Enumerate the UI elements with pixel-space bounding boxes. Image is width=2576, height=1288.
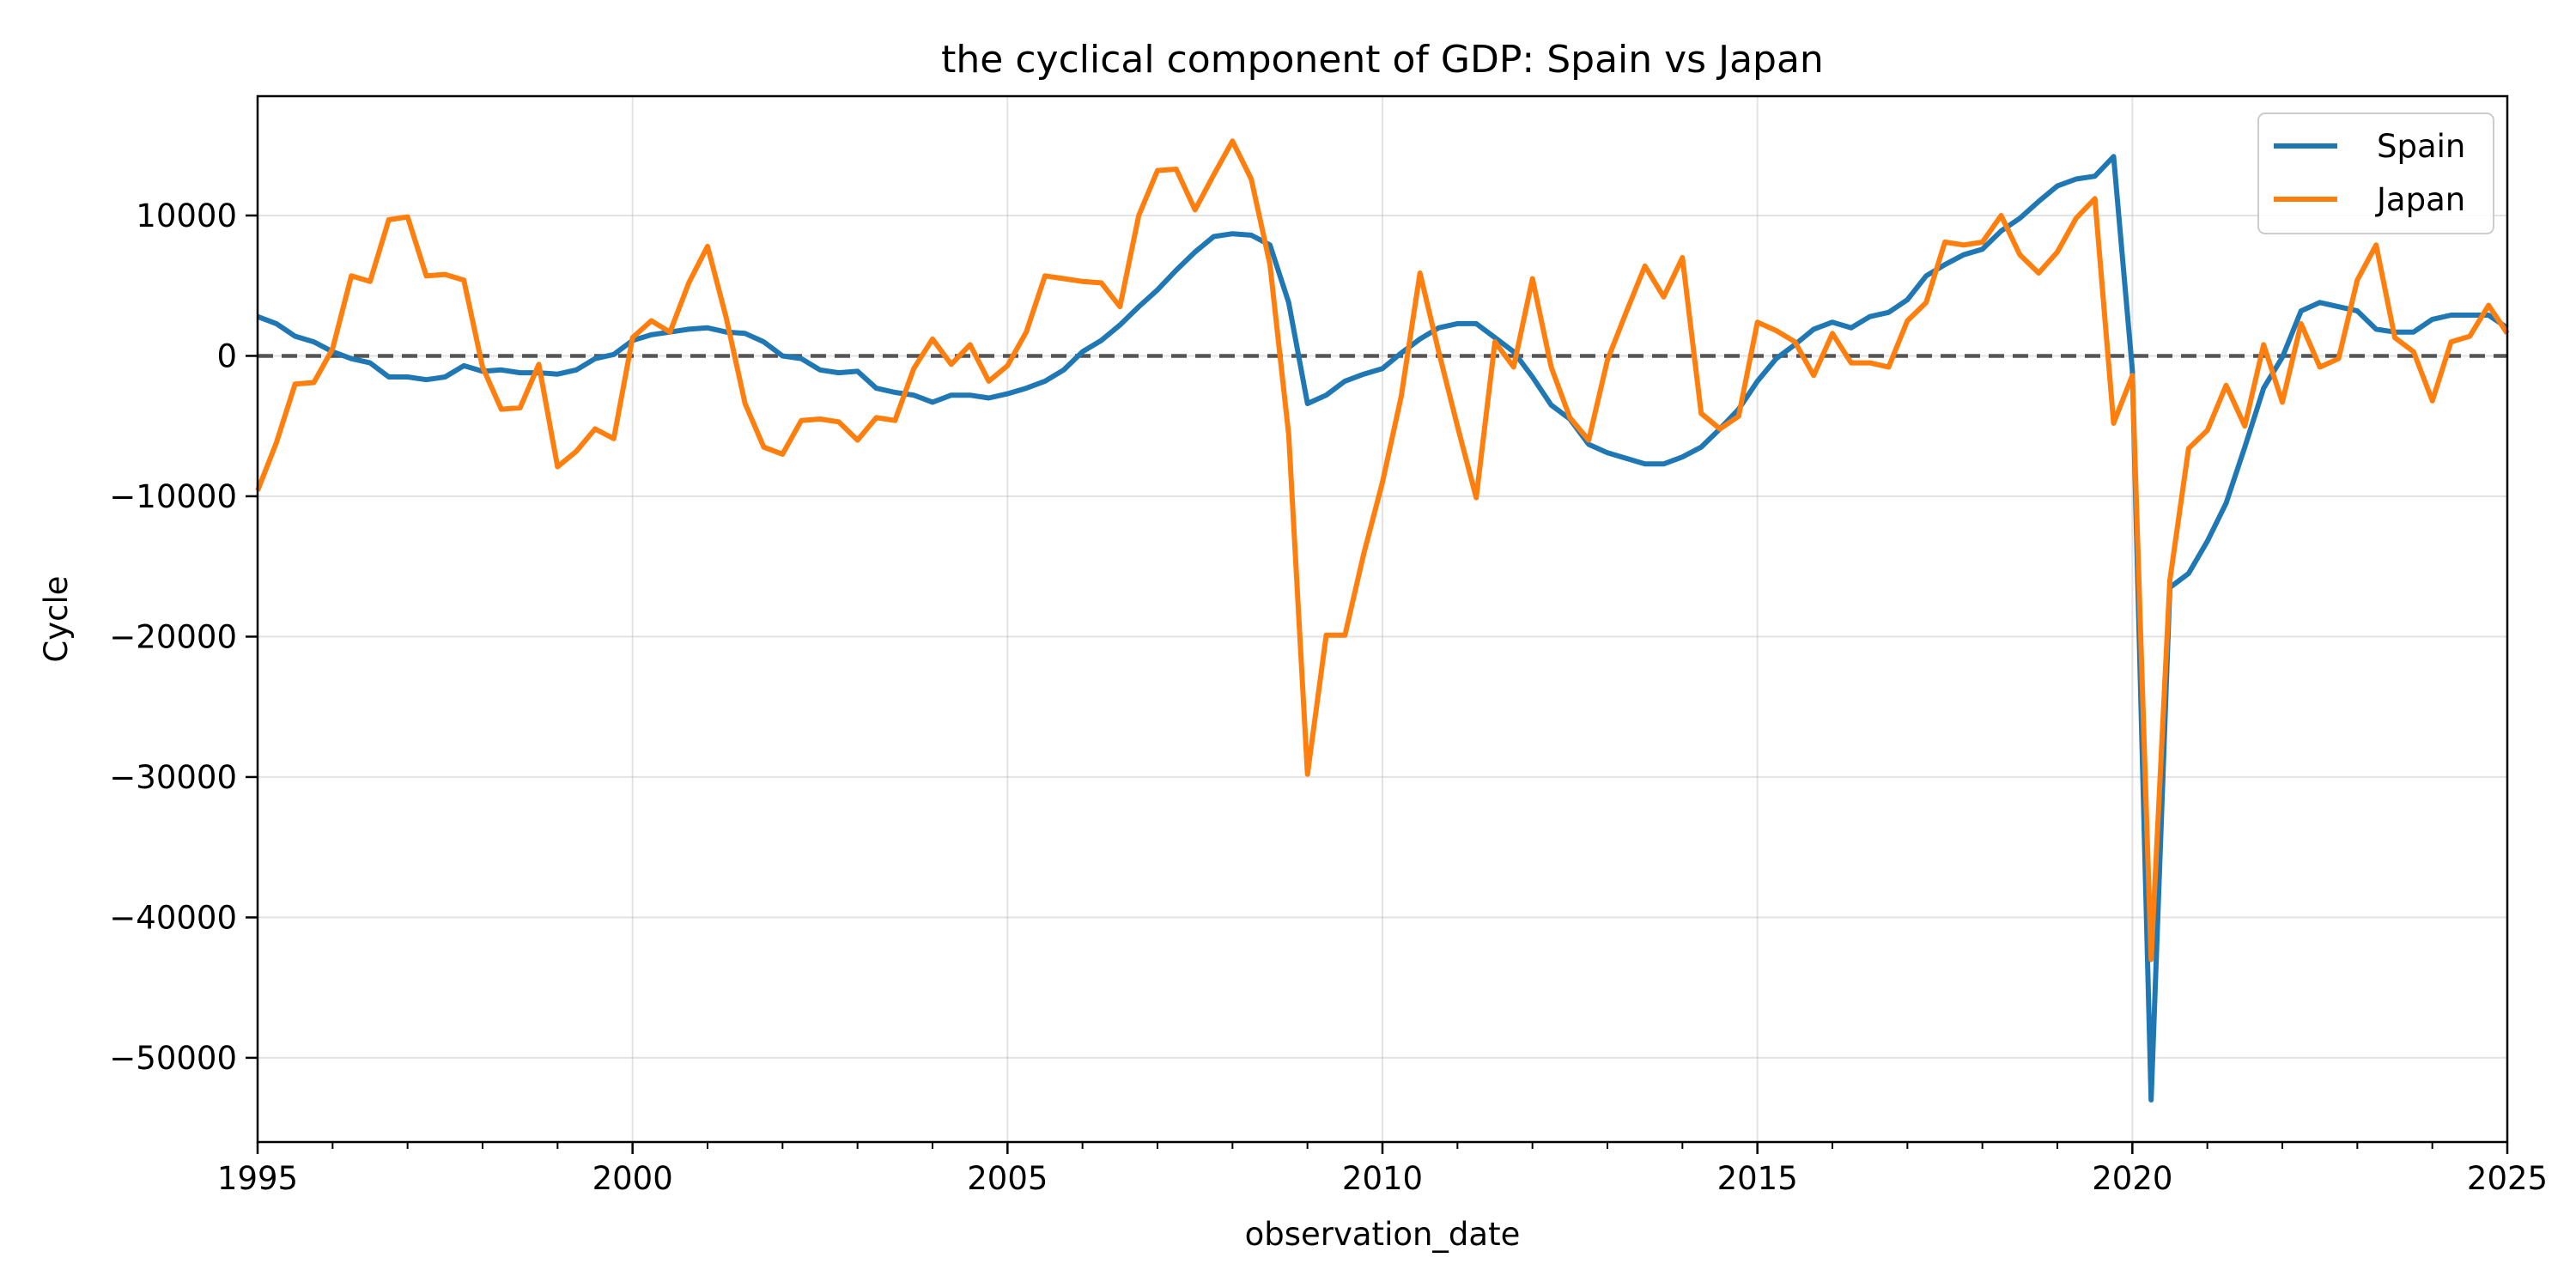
- legend-label-japan: Japan: [2375, 181, 2465, 218]
- y-tick-label: −50000: [109, 1040, 237, 1077]
- y-tick-label: −30000: [109, 759, 237, 796]
- legend: Spain Japan: [2257, 112, 2494, 234]
- x-axis-label: observation_date: [1245, 1216, 1521, 1253]
- y-tick-label: −20000: [109, 618, 237, 655]
- y-axis-label: Cycle: [38, 575, 75, 662]
- series-group: [255, 138, 2510, 1103]
- legend-label-spain: Spain: [2377, 128, 2465, 165]
- x-axis: 1995 2000 2005 2010 2015 2020 2025: [217, 1142, 2548, 1197]
- grid: [257, 96, 2508, 1142]
- y-tick-label: 0: [216, 337, 237, 374]
- x-tick-label: 2005: [967, 1160, 1048, 1197]
- y-axis: 10000 0 −10000 −20000 −30000 −40000 −50000: [109, 197, 258, 1077]
- y-tick-label: −10000: [109, 478, 237, 515]
- x-tick-label: 2025: [2467, 1160, 2548, 1197]
- y-tick-label: 10000: [136, 197, 237, 234]
- x-tick-label: 1995: [217, 1160, 298, 1197]
- x-tick-label: 2010: [1342, 1160, 1423, 1197]
- chart-title: the cyclical component of GDP: Spain vs …: [941, 38, 1824, 82]
- x-tick-label: 2015: [1717, 1160, 1798, 1197]
- x-tick-label: 2000: [592, 1160, 673, 1197]
- y-tick-label: −40000: [109, 899, 237, 936]
- x-tick-label: 2020: [2092, 1160, 2172, 1197]
- series-line-japan: [255, 138, 2510, 963]
